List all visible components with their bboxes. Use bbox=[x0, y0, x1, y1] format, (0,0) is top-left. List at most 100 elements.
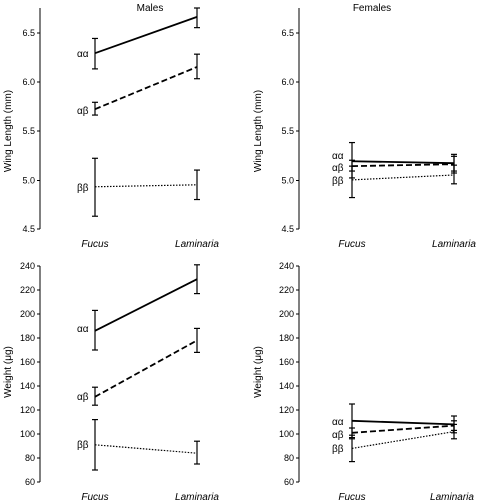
y-tick-label: 5.5 bbox=[281, 126, 294, 136]
panel-females-weight: Weight (μg) 60 80 100 120 140 160 180 20… bbox=[253, 261, 474, 503]
error-bar-bb bbox=[451, 164, 457, 185]
y-axis: 4.5 5.0 5.5 6.0 6.5 bbox=[22, 8, 41, 234]
x-axis: Fucus Laminaria bbox=[81, 492, 219, 503]
series-label: ββ bbox=[332, 176, 344, 187]
x-axis: Fucus Laminaria bbox=[338, 492, 474, 503]
x-axis: Fucus Laminaria bbox=[338, 239, 476, 250]
x-tick-label: Laminaria bbox=[175, 239, 219, 250]
error-bar-bb bbox=[451, 423, 457, 440]
series-label: αβ bbox=[77, 392, 89, 403]
series-label: αβ bbox=[332, 430, 344, 441]
y-tick-label: 6.5 bbox=[281, 28, 294, 38]
x-tick-label: Fucus bbox=[338, 492, 365, 503]
error-bar-ab bbox=[194, 327, 200, 353]
error-bar-aa bbox=[194, 264, 200, 295]
error-bar-bb bbox=[194, 169, 200, 201]
y-tick-label: 160 bbox=[279, 357, 294, 367]
y-tick-label: 100 bbox=[279, 429, 294, 439]
y-tick-label: 220 bbox=[20, 285, 35, 295]
series-label: αα bbox=[77, 49, 89, 60]
error-bar-aa bbox=[92, 37, 98, 70]
error-bar-ab bbox=[92, 386, 98, 406]
error-bar-bb bbox=[349, 434, 355, 463]
series-line-bb bbox=[94, 184, 198, 188]
series-labels: αα αβ ββ bbox=[77, 49, 89, 194]
y-tick-label: 160 bbox=[20, 357, 35, 367]
error-bar-aa bbox=[194, 7, 200, 29]
y-tick-label: 5.0 bbox=[22, 176, 35, 186]
series-label: ββ bbox=[77, 440, 89, 451]
y-axis-label: Weight (μg) bbox=[253, 346, 264, 398]
y-tick-label: 200 bbox=[20, 309, 35, 319]
panel-title: Males bbox=[137, 3, 164, 14]
y-tick-label: 180 bbox=[20, 333, 35, 343]
error-bars bbox=[92, 264, 200, 471]
series-line-bb bbox=[351, 431, 455, 449]
series-label: αβ bbox=[332, 163, 344, 174]
series-label: ββ bbox=[332, 444, 344, 455]
series-lines bbox=[351, 419, 455, 449]
y-tick-label: 240 bbox=[279, 261, 294, 271]
y-axis-label: Wing Length (mm) bbox=[3, 90, 14, 172]
y-axis-label: Weight (μg) bbox=[3, 346, 14, 398]
y-tick-label: 60 bbox=[284, 477, 294, 487]
series-lines bbox=[94, 278, 198, 454]
y-tick-label: 140 bbox=[279, 381, 294, 391]
x-tick-label: Laminaria bbox=[432, 239, 476, 250]
series-lines bbox=[94, 15, 198, 188]
error-bar-ab bbox=[194, 53, 200, 80]
series-line-bb bbox=[351, 174, 455, 181]
y-tick-label: 220 bbox=[279, 285, 294, 295]
y-tick-label: 4.5 bbox=[281, 224, 294, 234]
series-label: αα bbox=[332, 417, 344, 428]
y-tick-label: 120 bbox=[20, 405, 35, 415]
x-tick-label: Laminaria bbox=[430, 492, 474, 503]
series-line-aa bbox=[94, 15, 198, 55]
x-tick-label: Fucus bbox=[81, 492, 108, 503]
y-axis: 4.5 5.0 5.5 6.0 6.5 bbox=[281, 8, 300, 234]
error-bar-bb bbox=[92, 419, 98, 471]
y-axis: 60 80 100 120 140 160 180 200 220 240 bbox=[20, 261, 41, 487]
y-tick-label: 100 bbox=[20, 429, 35, 439]
error-bar-bb bbox=[349, 165, 355, 199]
y-tick-label: 200 bbox=[279, 309, 294, 319]
y-tick-label: 240 bbox=[20, 261, 35, 271]
series-labels: αα αβ ββ bbox=[77, 324, 89, 451]
x-tick-label: Laminaria bbox=[175, 492, 219, 503]
y-tick-label: 6.0 bbox=[22, 77, 35, 87]
error-bar-ab bbox=[92, 101, 98, 116]
y-axis: 60 80 100 120 140 160 180 200 220 240 bbox=[279, 261, 300, 487]
y-axis-label: Wing Length (mm) bbox=[253, 90, 264, 172]
series-lines bbox=[351, 160, 455, 181]
x-tick-label: Fucus bbox=[81, 239, 108, 250]
series-label: αβ bbox=[77, 106, 89, 117]
y-tick-label: 60 bbox=[25, 477, 35, 487]
y-tick-label: 80 bbox=[25, 453, 35, 463]
series-line-ab bbox=[351, 163, 455, 168]
y-tick-label: 5.5 bbox=[22, 126, 35, 136]
y-tick-label: 120 bbox=[279, 405, 294, 415]
series-line-aa bbox=[94, 278, 198, 332]
error-bar-bb bbox=[92, 157, 98, 217]
series-label: αα bbox=[77, 324, 89, 335]
x-axis: Fucus Laminaria bbox=[81, 239, 219, 250]
panel-males-weight: Weight (μg) 60 80 100 120 140 160 180 20… bbox=[3, 261, 219, 503]
y-tick-label: 6.0 bbox=[281, 77, 294, 87]
panel-males-wing: Males Wing Length (mm) 4.5 5.0 5.5 6.0 6… bbox=[3, 3, 219, 250]
series-label: αα bbox=[332, 151, 344, 162]
error-bars bbox=[349, 141, 457, 199]
y-tick-label: 6.5 bbox=[22, 28, 35, 38]
series-line-ab bbox=[351, 424, 455, 434]
panel-females-wing: Females Wing Length (mm) 4.5 5.0 5.5 6.0… bbox=[253, 3, 476, 250]
series-line-bb bbox=[94, 444, 198, 454]
y-tick-label: 140 bbox=[20, 381, 35, 391]
y-tick-label: 180 bbox=[279, 333, 294, 343]
error-bars bbox=[92, 7, 200, 217]
series-line-aa bbox=[351, 160, 455, 165]
series-labels: αα αβ ββ bbox=[332, 417, 344, 455]
series-label: ββ bbox=[77, 183, 89, 194]
y-tick-label: 4.5 bbox=[22, 224, 35, 234]
panel-title: Females bbox=[353, 3, 391, 14]
y-tick-label: 80 bbox=[284, 453, 294, 463]
